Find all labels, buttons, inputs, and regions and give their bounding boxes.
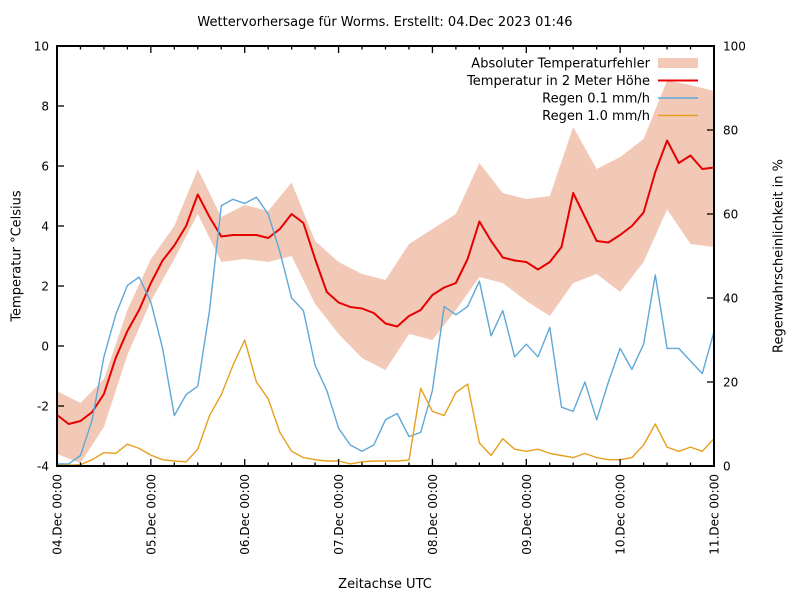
y-right-tick-label: 60 <box>723 208 738 222</box>
legend-label: Regen 1.0 mm/h <box>542 109 650 124</box>
y-left-tick-label: -2 <box>37 400 49 414</box>
legend-label: Temperatur in 2 Meter Höhe <box>466 74 650 89</box>
legend-band-swatch <box>658 58 698 68</box>
y-left-tick-label: 8 <box>41 100 49 114</box>
x-tick-label: 07.Dec 00:00 <box>332 474 346 555</box>
y-right-tick-label: 0 <box>723 460 731 474</box>
x-tick-label: 05.Dec 00:00 <box>144 474 158 555</box>
y-right-tick-label: 40 <box>723 292 738 306</box>
y-left-tick-label: -4 <box>37 460 49 474</box>
plot-border <box>56 45 715 467</box>
chart-title: Wettervorhersage für Worms. Erstellt: 04… <box>197 15 573 30</box>
temperature-error-band <box>57 80 714 463</box>
x-tick-label: 11.Dec 00:00 <box>708 474 722 555</box>
y-right-tick-label: 20 <box>723 376 738 390</box>
rain-10-line <box>56 339 715 466</box>
y-right-tick-label: 80 <box>723 124 738 138</box>
y-left-tick-label: 10 <box>34 40 49 54</box>
legend-label: Regen 0.1 mm/h <box>542 92 650 107</box>
x-tick-label: 08.Dec 00:00 <box>426 474 440 555</box>
y-axis-label-left: Temperatur °Celsius <box>9 190 25 322</box>
y-right-tick-label: 100 <box>723 40 746 54</box>
x-tick-label: 06.Dec 00:00 <box>238 474 252 555</box>
y-left-tick-label: 6 <box>41 160 49 174</box>
y-axis-label-right: Regenwahrscheinlichkeit in % <box>771 159 787 353</box>
x-axis-label: Zeitachse UTC <box>338 577 432 592</box>
x-tick-label: 04.Dec 00:00 <box>51 474 65 555</box>
temperature-line <box>56 139 715 425</box>
y-left-tick-label: 4 <box>41 220 49 234</box>
x-tick-label: 09.Dec 00:00 <box>520 474 534 555</box>
y-left-tick-label: 2 <box>41 280 49 294</box>
x-tick-label: 10.Dec 00:00 <box>614 474 628 555</box>
legend: Absoluter Temperaturfehler Temperatur in … <box>466 57 698 124</box>
legend-label: Absoluter Temperaturfehler <box>471 57 650 72</box>
y-left-tick-label: 0 <box>41 340 49 354</box>
rain-01-line <box>56 196 715 465</box>
